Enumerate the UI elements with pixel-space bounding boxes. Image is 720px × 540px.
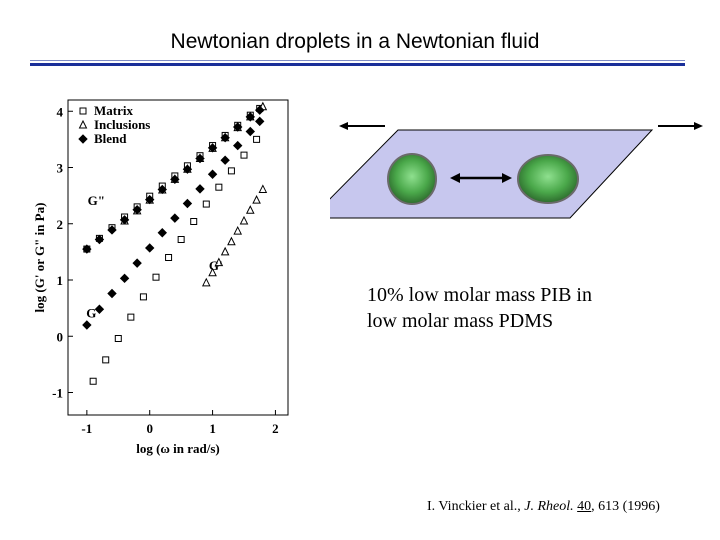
blend-data-point bbox=[182, 164, 193, 174]
y-axis-label: log (G' or G" in Pa) bbox=[32, 203, 47, 313]
blend-data-point bbox=[119, 215, 130, 225]
y-tick-label: -1 bbox=[52, 386, 63, 401]
blend-data-point bbox=[255, 105, 265, 115]
title-rule-thin bbox=[30, 60, 685, 61]
slide-title: Newtonian droplets in a Newtonian fluid bbox=[170, 30, 540, 53]
y-tick-label: 3 bbox=[57, 161, 64, 176]
legend-label: Blend bbox=[94, 131, 127, 146]
blend-data-point bbox=[182, 198, 193, 209]
legend-label: Inclusions bbox=[94, 117, 150, 132]
blend-data-point bbox=[170, 213, 180, 223]
blend-data-point bbox=[245, 126, 255, 137]
top-right-arrowhead bbox=[694, 122, 703, 130]
inclusions-data-point bbox=[239, 215, 249, 225]
plot-frame bbox=[67, 99, 289, 416]
blend-data-point bbox=[255, 116, 265, 127]
blend-data-point bbox=[170, 174, 180, 185]
droplet-left bbox=[387, 153, 437, 205]
reference-volume: 40 bbox=[577, 499, 592, 514]
blend-data-point bbox=[233, 122, 243, 132]
matrix-data-point bbox=[215, 183, 223, 191]
blend-data-point bbox=[195, 153, 205, 164]
rheology-chart: -1 0 1 2 -1 0 1 2 3 4 log (ω in rad/s) log (G' or G… bbox=[32, 99, 289, 456]
x-tick-label: 0 bbox=[146, 421, 153, 436]
matrix-data-point bbox=[177, 236, 185, 243]
blend-data-point bbox=[195, 184, 205, 194]
blend-data-point bbox=[207, 143, 218, 153]
matrix-data-point bbox=[89, 377, 97, 385]
blend-data-point bbox=[94, 234, 105, 245]
x-tick-label: 2 bbox=[272, 421, 279, 436]
blend-data-point bbox=[82, 320, 92, 330]
blend-data-point bbox=[220, 132, 230, 143]
blend-data-point bbox=[145, 194, 155, 205]
blend-data-point bbox=[207, 169, 218, 179]
inclusions-data-point bbox=[252, 195, 261, 204]
y-tick-label: 1 bbox=[57, 273, 64, 288]
y-tick-label: 0 bbox=[57, 329, 64, 344]
blend-data-point bbox=[94, 304, 105, 314]
blend-data-point bbox=[119, 273, 130, 284]
matrix-data-point bbox=[114, 335, 122, 342]
matrix-data-point bbox=[165, 254, 173, 261]
inclusions-data-point bbox=[245, 205, 255, 214]
blend-data-point bbox=[132, 258, 142, 268]
matrix-data-point bbox=[240, 151, 248, 159]
matrix-data-point bbox=[139, 293, 147, 301]
inclusions-data-point bbox=[214, 257, 224, 267]
legend-label: Matrix bbox=[94, 103, 133, 118]
matrix-data-point bbox=[227, 167, 235, 175]
reference-separator: , bbox=[591, 499, 595, 514]
x-tick-label: 1 bbox=[209, 421, 216, 436]
inclusions-data-point bbox=[220, 246, 230, 256]
blend-data-point bbox=[107, 225, 117, 235]
x-axis-label: log (ω in rad/s) bbox=[136, 441, 220, 456]
matrix-data-point bbox=[190, 218, 198, 225]
reference-pages-year: 613 (1996) bbox=[598, 499, 660, 514]
y-tick-label: 2 bbox=[57, 217, 64, 232]
shear-flow-diagram bbox=[330, 122, 703, 219]
title-rule bbox=[30, 63, 685, 66]
matrix-data-point bbox=[127, 313, 135, 321]
caption-line-2: low molar mass PDMS bbox=[367, 310, 554, 332]
blend-data-point bbox=[132, 204, 142, 215]
inclusions-data-point bbox=[233, 225, 243, 235]
caption-line-1: 10% low molar mass PIB in bbox=[367, 284, 592, 306]
matrix-data-point bbox=[152, 273, 160, 281]
matrix-data-point bbox=[202, 200, 210, 208]
curve-annotation: G' bbox=[209, 258, 223, 273]
blend-data-point bbox=[233, 140, 243, 151]
sample-caption: 10% low molar mass PIB in low molar mass… bbox=[367, 282, 592, 334]
matrix-data-point bbox=[102, 356, 110, 364]
curve-annotation: G' bbox=[86, 306, 100, 321]
droplet-right bbox=[517, 154, 579, 204]
blend-data-point bbox=[82, 244, 92, 254]
reference-citation: I. Vinckier et al., J. Rheol. 40, 613 (1… bbox=[427, 499, 660, 515]
inclusions-data-point bbox=[227, 236, 236, 246]
blend-data-point bbox=[145, 243, 155, 253]
inclusions-data-point bbox=[258, 184, 268, 193]
inclusions-data-point bbox=[208, 267, 217, 277]
matrix-data-point bbox=[253, 135, 261, 143]
blend-data-point bbox=[157, 228, 167, 238]
shear-plane bbox=[330, 129, 654, 219]
reference-authors: I. Vinckier et al., bbox=[427, 499, 521, 514]
inclusions-data-point bbox=[201, 277, 211, 287]
reference-journal: J. Rheol. bbox=[524, 499, 574, 514]
x-tick-label: -1 bbox=[81, 421, 92, 436]
blend-data-point bbox=[220, 155, 230, 165]
blend-data-point bbox=[157, 184, 167, 195]
legend-marker bbox=[78, 119, 88, 129]
blend-data-point bbox=[245, 112, 255, 122]
top-left-arrowhead bbox=[339, 122, 348, 130]
legend-marker bbox=[78, 134, 88, 144]
curve-annotation: G" bbox=[88, 193, 105, 208]
distance-arrowhead-left bbox=[450, 173, 460, 183]
y-tick-label: 4 bbox=[57, 104, 64, 119]
distance-arrowhead-right bbox=[502, 173, 512, 183]
legend-marker bbox=[79, 107, 87, 115]
blend-data-point bbox=[107, 288, 117, 299]
